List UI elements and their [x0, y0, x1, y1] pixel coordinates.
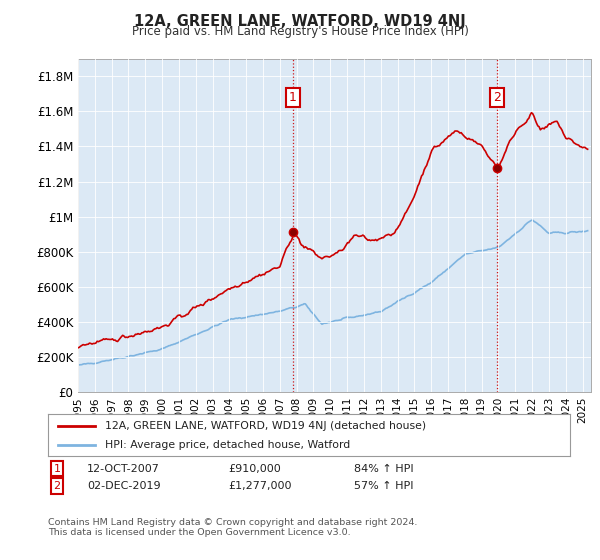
Text: 57% ↑ HPI: 57% ↑ HPI — [354, 481, 413, 491]
Text: 12A, GREEN LANE, WATFORD, WD19 4NJ: 12A, GREEN LANE, WATFORD, WD19 4NJ — [134, 14, 466, 29]
Text: 2: 2 — [53, 481, 61, 491]
Text: 84% ↑ HPI: 84% ↑ HPI — [354, 464, 413, 474]
Text: 12A, GREEN LANE, WATFORD, WD19 4NJ (detached house): 12A, GREEN LANE, WATFORD, WD19 4NJ (deta… — [106, 421, 427, 431]
Text: £1,277,000: £1,277,000 — [228, 481, 292, 491]
Text: £910,000: £910,000 — [228, 464, 281, 474]
Text: 1: 1 — [289, 91, 297, 104]
Text: 02-DEC-2019: 02-DEC-2019 — [87, 481, 161, 491]
Text: HPI: Average price, detached house, Watford: HPI: Average price, detached house, Watf… — [106, 440, 350, 450]
Text: 1: 1 — [53, 464, 61, 474]
Text: 2: 2 — [493, 91, 501, 104]
Text: Price paid vs. HM Land Registry's House Price Index (HPI): Price paid vs. HM Land Registry's House … — [131, 25, 469, 38]
Text: 12-OCT-2007: 12-OCT-2007 — [87, 464, 160, 474]
Text: Contains HM Land Registry data © Crown copyright and database right 2024.
This d: Contains HM Land Registry data © Crown c… — [48, 518, 418, 538]
